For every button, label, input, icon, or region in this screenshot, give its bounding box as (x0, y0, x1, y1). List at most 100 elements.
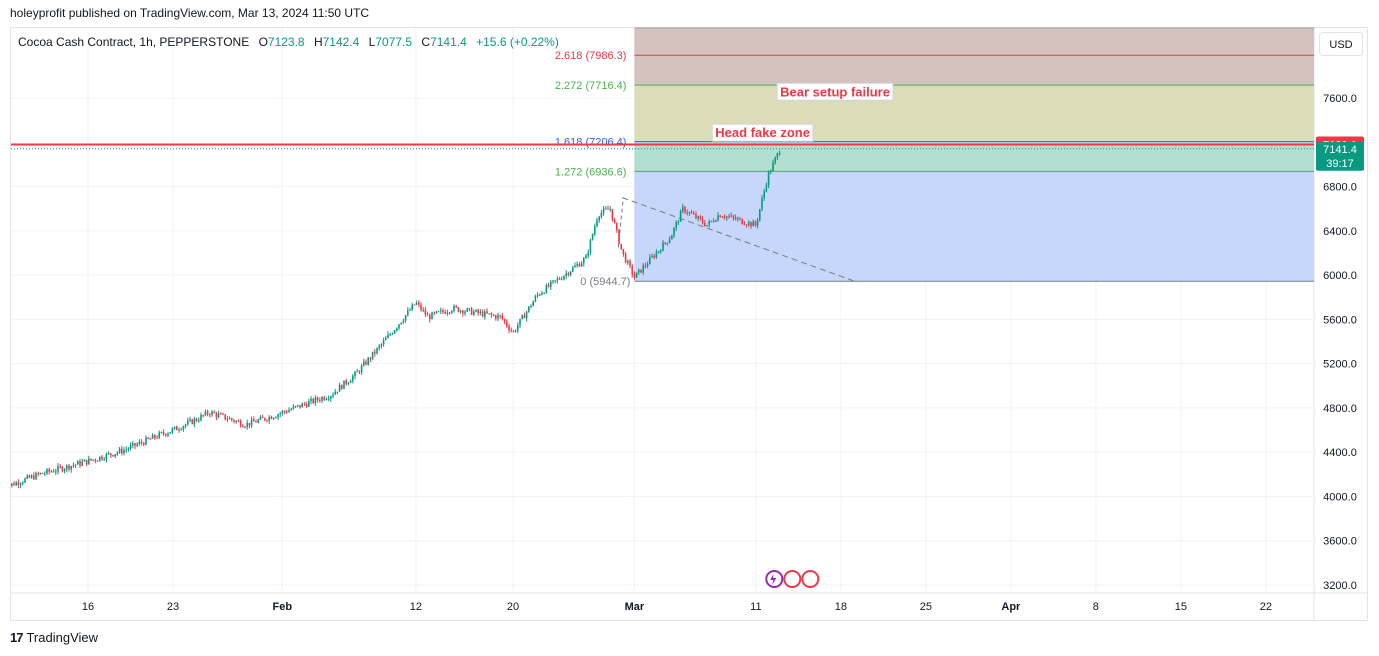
candle-body (387, 334, 389, 339)
candle-body (448, 312, 451, 314)
candle-body (303, 403, 306, 405)
candle-body (70, 466, 72, 470)
fib-label: 1.618 (7206.4) (555, 137, 627, 149)
candle-body (224, 414, 226, 420)
candle-body (294, 405, 297, 407)
x-tick-label: 11 (750, 601, 761, 613)
candle-body (167, 433, 169, 436)
candle-body (510, 330, 512, 332)
candle-body (572, 267, 574, 272)
annotation-head-fake-zone: Head fake zone (715, 125, 810, 140)
candle-body (389, 334, 391, 336)
candle-body (435, 311, 438, 313)
candle-body (176, 426, 178, 431)
candle-body (512, 330, 515, 332)
x-tick-label: 25 (920, 601, 932, 613)
candle-body (649, 257, 651, 265)
candle-body (354, 371, 356, 377)
candle-body (704, 222, 706, 227)
candle-body (737, 218, 739, 220)
candle-body (554, 280, 556, 282)
candle-body (235, 420, 237, 422)
candle-body (242, 426, 244, 428)
candle-body (204, 411, 207, 416)
candle-body (479, 311, 482, 313)
candle-body (442, 310, 444, 312)
x-tick-label: 22 (1260, 601, 1272, 613)
candle-body (96, 460, 99, 462)
high-value: 7142.4 (322, 35, 360, 49)
candle-body (189, 419, 191, 421)
y-tick-label: 4000.0 (1323, 491, 1357, 503)
candle-body (112, 455, 114, 457)
candle-body (360, 365, 363, 373)
candle-body (457, 307, 460, 312)
candle-body (521, 315, 523, 319)
candle-body (558, 278, 561, 280)
candle-body (118, 448, 121, 453)
fib-zone-blue (634, 171, 1314, 282)
candle-body (565, 273, 567, 276)
candle-body (15, 482, 17, 486)
y-tick-label: 5200.0 (1323, 359, 1357, 371)
candle-body (66, 465, 68, 470)
candle-body (528, 306, 530, 312)
candle-body (330, 396, 332, 399)
candle-body (488, 313, 490, 315)
candle-body (2, 488, 4, 489)
candle-body (767, 172, 770, 186)
candle-body (286, 411, 288, 413)
y-tick-label: 3200.0 (1323, 580, 1357, 592)
candle-body (125, 449, 127, 451)
candle-body (409, 309, 411, 311)
candle-body (774, 157, 776, 163)
low-value: 7077.5 (375, 35, 413, 49)
candle-body (182, 426, 185, 430)
candle-body (770, 170, 772, 173)
annotation-bear-setup-failure: Bear setup failure (780, 84, 890, 99)
candle-body (552, 280, 554, 282)
candle-body (444, 311, 446, 314)
candle-body (327, 398, 330, 400)
candle-body (22, 482, 24, 484)
change-value: +15.6 (+0.22%) (476, 35, 559, 49)
candle-body (719, 215, 721, 218)
candle-body (105, 453, 108, 460)
candle-body (211, 411, 213, 415)
candle-body (651, 255, 653, 258)
candle-body (508, 326, 510, 331)
candle-body (246, 422, 248, 427)
candle-body (138, 441, 141, 445)
candle-body (550, 281, 552, 287)
candle-body (244, 426, 246, 428)
candle-body (231, 418, 233, 421)
candle-body (451, 310, 453, 313)
candle-body (26, 475, 28, 479)
candle-body (220, 413, 222, 415)
candle-body (200, 415, 202, 421)
candle-body (545, 285, 548, 293)
x-tick-label: 20 (507, 601, 519, 613)
candle-body (90, 458, 92, 461)
candle-body (233, 420, 235, 422)
currency-button[interactable]: USD (1319, 32, 1363, 56)
candle-body (121, 448, 123, 454)
candle-body (288, 410, 290, 413)
candle-body (13, 483, 15, 486)
candle-body (283, 411, 286, 413)
candle-body (30, 475, 33, 478)
candle-body (506, 321, 508, 327)
candle-body (74, 464, 77, 466)
candle-body (503, 319, 506, 322)
candle-body (19, 483, 22, 485)
candle-body (202, 415, 204, 417)
candle-body (422, 309, 424, 311)
open-label: O (258, 35, 268, 49)
candle-body (363, 361, 365, 366)
candle-body (336, 391, 339, 393)
fib-zone-green (634, 141, 1314, 172)
footer-branding: 17 TradingView (10, 630, 98, 645)
candle-body (633, 274, 636, 278)
x-tick-label: 18 (835, 601, 847, 613)
